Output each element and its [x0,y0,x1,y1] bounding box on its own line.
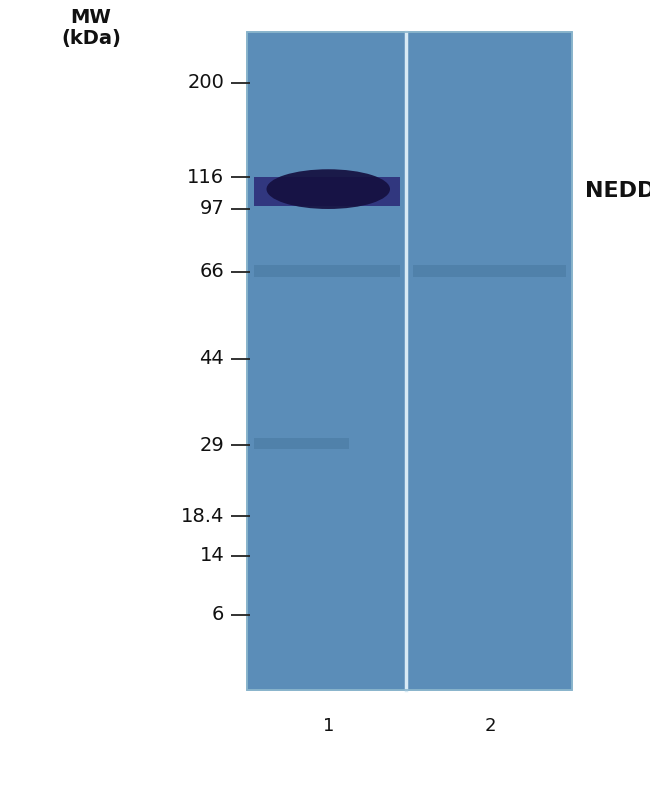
Bar [254,265,400,277]
Text: 116: 116 [187,168,224,187]
Text: MW
(kDa): MW (kDa) [61,8,121,48]
Text: 1: 1 [322,717,334,735]
Bar [413,265,566,277]
Ellipse shape [266,169,390,209]
Text: 2: 2 [485,717,497,735]
Text: 97: 97 [200,199,224,218]
Text: 200: 200 [187,73,224,92]
Bar [254,177,400,206]
Text: 14: 14 [200,546,224,565]
Bar [247,32,572,690]
Text: NEDD4: NEDD4 [585,181,650,202]
Bar [254,438,349,449]
Bar [247,32,572,690]
Text: 29: 29 [200,436,224,455]
Text: 6: 6 [212,605,224,624]
Text: 44: 44 [200,349,224,368]
Text: 18.4: 18.4 [181,507,224,526]
Text: 66: 66 [200,262,224,281]
